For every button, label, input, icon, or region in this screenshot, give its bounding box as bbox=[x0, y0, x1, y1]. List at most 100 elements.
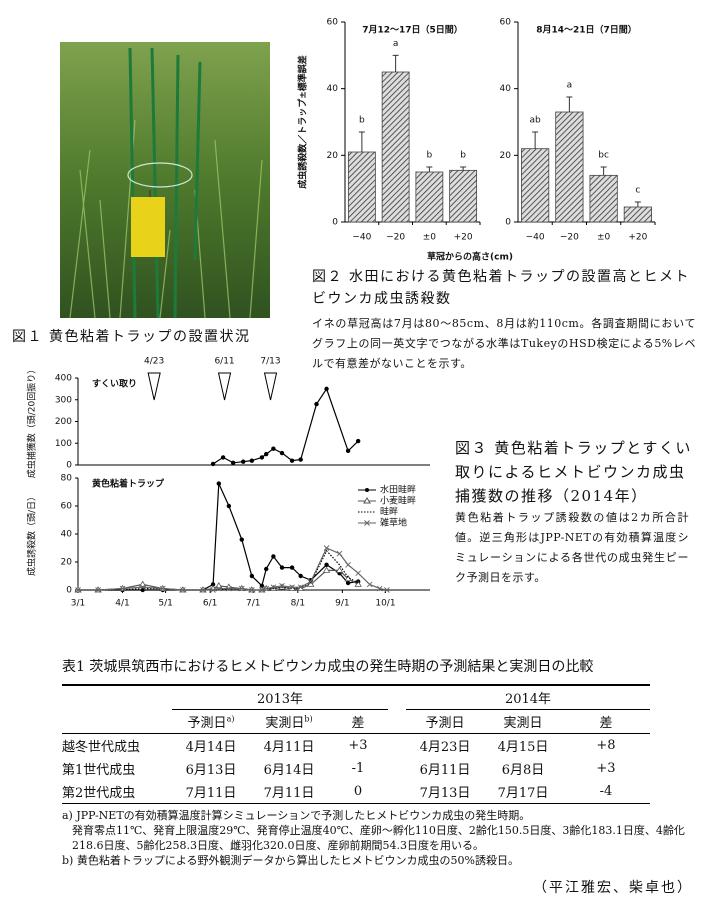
significance-letter: b bbox=[359, 116, 365, 126]
table-cell bbox=[388, 780, 406, 804]
header-sup: a) bbox=[226, 714, 235, 724]
x-axis-label: 草冠からの高さ(cm) bbox=[427, 251, 513, 263]
bar bbox=[415, 171, 444, 223]
y-tick-label: 80 bbox=[61, 474, 73, 484]
x-tick-label: 7/1 bbox=[246, 599, 260, 609]
point bbox=[270, 584, 277, 591]
point bbox=[249, 573, 255, 579]
x-tick-label: 10/1 bbox=[375, 599, 395, 609]
point bbox=[289, 584, 295, 591]
legend-marker bbox=[364, 520, 370, 526]
point bbox=[345, 580, 351, 586]
figure-caption: 図１ 黄色粘着トラップの設置状況 bbox=[12, 329, 251, 345]
point bbox=[216, 481, 221, 486]
point bbox=[180, 587, 186, 593]
header-text: 差 bbox=[351, 716, 365, 731]
point bbox=[264, 451, 269, 457]
table-cell: 6月8日 bbox=[501, 763, 545, 778]
table-cell: +3 bbox=[348, 738, 368, 753]
y-tick-label: 40 bbox=[327, 84, 339, 94]
x-tick-label: 9/1 bbox=[335, 599, 349, 609]
table-cell: 7月17日 bbox=[484, 780, 562, 804]
peak-label: 6/11 bbox=[214, 357, 234, 367]
series-line bbox=[78, 483, 359, 591]
point bbox=[322, 566, 331, 573]
table-cell: 7月11日 bbox=[250, 780, 328, 804]
point bbox=[239, 537, 244, 542]
point bbox=[238, 585, 245, 592]
x-tick-label: ±0 bbox=[597, 233, 611, 243]
chart-title: 8月14〜21日（7日間） bbox=[536, 25, 637, 36]
table-row: 第1世代成虫 6月13日 6月14日 -1 6月11日 6月8日 +3 bbox=[62, 757, 650, 780]
point bbox=[345, 448, 351, 454]
table-notes: a) JPP-NETの有効積算温度計算シミュレーションで予測したヒメトビウンカ成… bbox=[62, 808, 692, 868]
y-tick-label: 20 bbox=[327, 151, 339, 161]
point bbox=[298, 457, 303, 462]
table-cell bbox=[388, 709, 406, 734]
peak-label: 4/23 bbox=[144, 357, 164, 367]
x-tick-label: −20 bbox=[386, 233, 405, 243]
bar bbox=[449, 169, 478, 223]
point bbox=[314, 401, 319, 407]
table-cell: 4月14日 bbox=[185, 740, 237, 755]
header-text: 実測日 bbox=[503, 716, 543, 731]
x-tick-label: 3/1 bbox=[71, 599, 85, 609]
y-tick-label: 20 bbox=[61, 558, 73, 568]
point bbox=[345, 561, 351, 568]
significance-letter: c bbox=[635, 186, 640, 196]
table-header: 予測日a) bbox=[172, 709, 250, 734]
bar bbox=[347, 151, 376, 223]
point bbox=[215, 585, 222, 592]
header-sup: b) bbox=[304, 714, 313, 724]
legend-marker bbox=[365, 488, 369, 492]
point bbox=[307, 580, 315, 587]
significance-letter: a bbox=[393, 39, 399, 49]
x-tick-label: −40 bbox=[526, 233, 545, 243]
x-tick-label: ±0 bbox=[423, 233, 437, 243]
point bbox=[259, 587, 265, 593]
table-cell: 0 bbox=[328, 780, 388, 804]
x-tick-label: +20 bbox=[628, 233, 647, 243]
chart-label: 黄色粘着トラップ bbox=[92, 478, 165, 490]
y-tick-label: 0 bbox=[66, 586, 72, 596]
table-header-row: 予測日a) 実測日b) 差予測日 実測日差 bbox=[62, 709, 650, 734]
point bbox=[355, 438, 361, 444]
table-cell: 第1世代成虫 bbox=[62, 763, 136, 778]
point bbox=[119, 585, 126, 592]
series-line bbox=[212, 387, 359, 465]
y-tick-label: 40 bbox=[500, 84, 512, 94]
point bbox=[324, 562, 329, 567]
point bbox=[264, 566, 269, 572]
y-axis-label: 成虫誘殺数／トラップ±標準誤差 bbox=[297, 55, 309, 189]
bar bbox=[555, 111, 584, 223]
x-tick-label: 4/1 bbox=[115, 599, 129, 609]
point bbox=[354, 580, 362, 587]
point bbox=[376, 585, 383, 592]
y-tick-label: 60 bbox=[500, 18, 512, 28]
legend-label: 畦畔 bbox=[380, 506, 398, 518]
table-cell: 4月15日 bbox=[497, 740, 549, 755]
table-title: 表1 茨城県筑西市におけるヒメトビウンカ成虫の発生時期の予測結果と実測日の比較 bbox=[62, 659, 594, 675]
figure-caption: 図３ 黄色粘着トラップとすくい取りによるヒメトビウンカ成虫捕獲数の推移（2014… bbox=[455, 439, 692, 505]
x-tick-label: 5/1 bbox=[158, 599, 172, 609]
table-row: 第2世代成虫 7月11日 7月11日 0 7月13日 7月17日 -4 bbox=[62, 780, 650, 804]
chart-title: 7月12〜17日（5日間） bbox=[362, 25, 463, 36]
table-cell: -4 bbox=[562, 780, 650, 804]
point bbox=[279, 565, 285, 570]
legend-label: 水田畦畔 bbox=[380, 484, 416, 496]
chart-label: すくい取り bbox=[92, 379, 137, 390]
point bbox=[139, 584, 146, 591]
point bbox=[226, 585, 232, 592]
significance-letter: ab bbox=[530, 116, 542, 126]
point bbox=[307, 578, 314, 585]
point bbox=[220, 455, 226, 460]
point bbox=[210, 582, 216, 587]
bar bbox=[623, 206, 652, 223]
point bbox=[279, 450, 285, 456]
table-cell: -1 bbox=[351, 761, 365, 776]
point bbox=[279, 582, 285, 589]
significance-letter: b bbox=[460, 151, 466, 161]
point bbox=[249, 458, 255, 463]
